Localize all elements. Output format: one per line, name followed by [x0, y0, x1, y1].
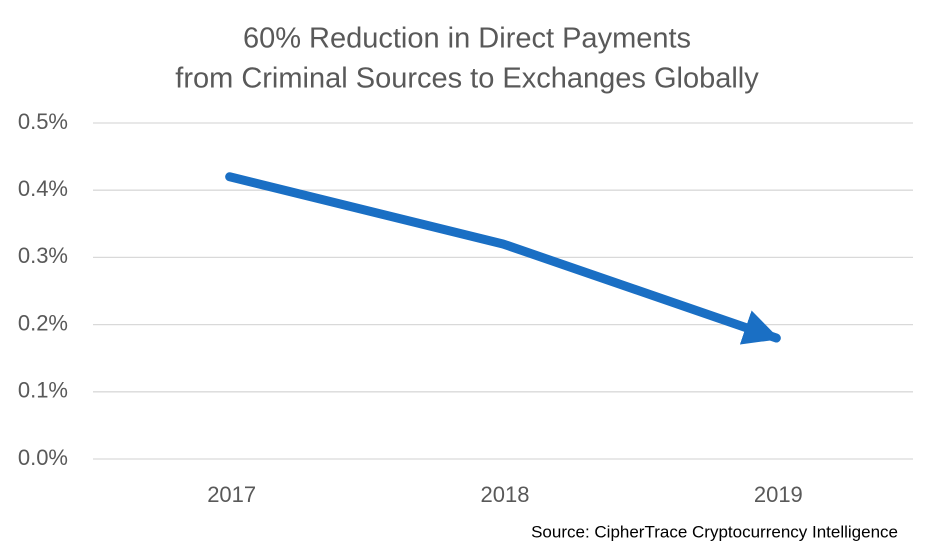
- x-tick-label: 2018: [481, 482, 530, 507]
- y-tick-label: 0.0%: [18, 445, 68, 470]
- arrow-line: [225, 172, 781, 345]
- chart-title: 60% Reduction in Direct Payments: [243, 23, 691, 55]
- y-tick-label: 0.4%: [18, 176, 68, 201]
- y-tick-label: 0.3%: [18, 243, 68, 268]
- y-tick-label: 0.2%: [18, 310, 68, 335]
- y-tick-label: 0.1%: [18, 378, 68, 403]
- x-tick-label: 2017: [207, 482, 256, 507]
- source-note: Source: CipherTrace Cryptocurrency Intel…: [531, 522, 898, 541]
- x-tick-label: 2019: [754, 482, 803, 507]
- chart-title: from Criminal Sources to Exchanges Globa…: [175, 63, 759, 95]
- y-tick-label: 0.5%: [18, 109, 68, 134]
